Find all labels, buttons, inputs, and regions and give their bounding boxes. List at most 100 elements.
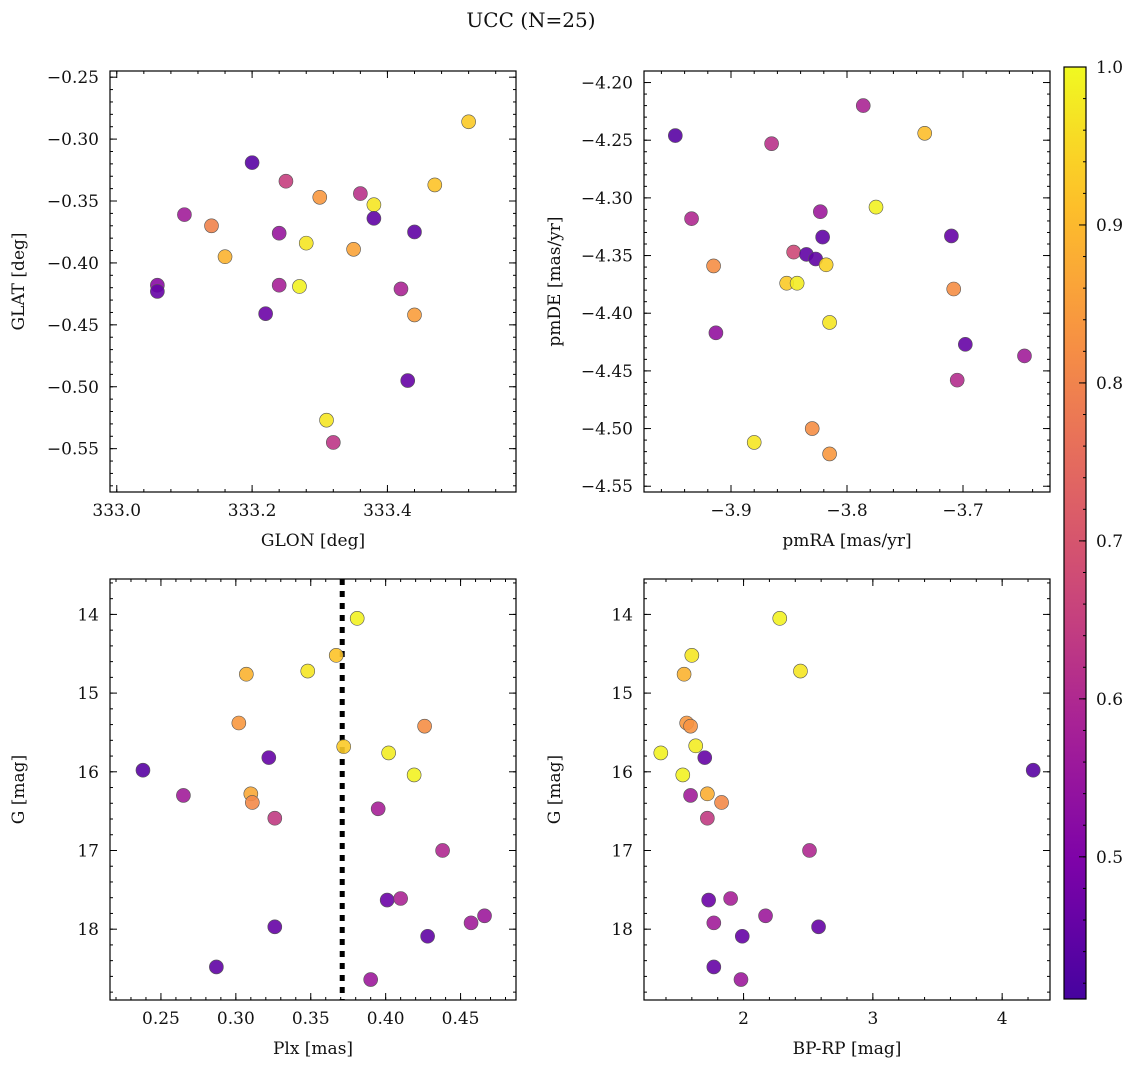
data-point xyxy=(420,928,435,944)
panel-glon-glat: 333.0 333.2 333.4 −0.25 −0.30 −0.35 −0.40 −0.45… xyxy=(9,68,517,551)
data-point xyxy=(746,435,762,450)
data-point xyxy=(366,211,382,226)
y-tick-label: −4.55 xyxy=(581,477,633,497)
data-point xyxy=(946,281,962,297)
y-tick-label: 16 xyxy=(77,763,99,783)
x-tick-label: 4 xyxy=(997,1009,1008,1029)
y-tick-label: −4.50 xyxy=(581,420,633,440)
colorbar-tick-label: 0.5 xyxy=(1096,848,1123,868)
data-point xyxy=(204,218,219,234)
data-point xyxy=(668,128,683,143)
data-point xyxy=(688,738,704,754)
y-tick-label: −4.40 xyxy=(581,304,633,324)
data-point xyxy=(675,767,691,783)
data-point xyxy=(1025,762,1041,778)
data-point xyxy=(209,959,224,975)
data-point xyxy=(734,928,750,944)
figure-title: UCC (N=25) xyxy=(466,8,595,32)
data-point xyxy=(417,718,432,734)
x-tick-label: 0.35 xyxy=(292,1009,330,1029)
data-point xyxy=(363,972,378,987)
data-point xyxy=(278,173,294,189)
data-point xyxy=(231,715,247,731)
data-point xyxy=(818,257,834,273)
x-tick-label: −3.9 xyxy=(710,501,751,521)
data-point xyxy=(789,275,805,291)
data-point xyxy=(319,412,334,428)
y-tick-label: 17 xyxy=(77,841,99,861)
y-tick-label: −0.55 xyxy=(47,440,99,460)
panel-plx-g: 0.25 0.30 0.35 0.40 0.45 14 15 16 17 18 Plx [mas] G… xyxy=(9,578,517,1059)
y-tick-label: −4.25 xyxy=(581,131,633,151)
data-point xyxy=(150,284,165,299)
y-tick-label: −4.35 xyxy=(581,247,633,267)
y-tick-label: 16 xyxy=(611,763,633,783)
x-tick-label: −3.7 xyxy=(942,501,983,521)
y-tick-label: −0.50 xyxy=(47,378,99,398)
colorbar-tick-label: 0.6 xyxy=(1096,690,1123,710)
data-point xyxy=(700,810,715,826)
data-point xyxy=(653,745,669,761)
x-tick-label: −3.8 xyxy=(826,501,867,521)
y-tick-label: 17 xyxy=(611,841,633,861)
data-point xyxy=(944,228,959,244)
data-point xyxy=(786,244,801,260)
axes-frame xyxy=(643,70,1051,493)
data-point xyxy=(267,810,283,826)
x-axis-label: BP-RP [mag] xyxy=(793,1039,902,1059)
x-tick-label: 2 xyxy=(738,1009,749,1029)
colorbar: 0.5 0.6 0.7 0.8 0.9 1.0 xyxy=(1063,58,1123,1000)
data-point xyxy=(684,648,700,663)
data-point xyxy=(683,718,698,734)
y-tick-label: 14 xyxy=(611,605,633,625)
data-point xyxy=(177,207,192,222)
y-tick-label: −4.45 xyxy=(581,362,633,382)
data-point xyxy=(427,177,443,193)
data-point xyxy=(328,648,344,663)
data-point xyxy=(258,306,273,321)
data-point xyxy=(706,959,722,975)
x-axis-label: Plx [mas] xyxy=(273,1039,353,1059)
data-point xyxy=(325,435,341,450)
data-point xyxy=(245,795,260,810)
x-tick-label: 0.45 xyxy=(442,1009,480,1029)
data-point xyxy=(949,372,965,388)
data-point xyxy=(868,199,884,215)
data-point xyxy=(764,136,779,151)
data-point xyxy=(683,788,698,803)
data-point xyxy=(1017,348,1032,364)
y-tick-label: 18 xyxy=(611,920,633,940)
y-axis-label: G [mag] xyxy=(9,755,29,824)
panel-bprp-g: 2 3 4 14 15 16 17 18 BP-RP [mag] G [mag] xyxy=(545,578,1051,1059)
x-tick-label: 0.40 xyxy=(367,1009,405,1029)
data-point xyxy=(379,892,395,908)
data-point xyxy=(793,663,808,679)
y-tick-label: −0.40 xyxy=(47,254,99,274)
y-tick-label: −0.35 xyxy=(47,192,99,212)
colorbar-frame xyxy=(1063,66,1087,1000)
data-point xyxy=(700,786,715,802)
data-point xyxy=(381,745,396,761)
y-tick-label: −0.25 xyxy=(47,68,99,88)
data-point xyxy=(406,767,422,783)
data-point xyxy=(217,249,233,265)
y-tick-label: −0.45 xyxy=(47,316,99,336)
data-point xyxy=(758,908,773,924)
x-tick-label: 0.30 xyxy=(217,1009,255,1029)
data-point xyxy=(958,337,973,352)
colorbar-tick-label: 1.0 xyxy=(1096,58,1123,78)
data-point xyxy=(701,892,716,908)
data-point xyxy=(804,421,820,436)
data-point xyxy=(135,762,151,778)
data-point xyxy=(714,795,729,810)
x-tick-label: 3 xyxy=(867,1009,878,1029)
axes-frame xyxy=(109,70,517,493)
data-point xyxy=(292,279,307,294)
y-tick-label: −0.30 xyxy=(47,130,99,150)
y-axis-label: GLAT [deg] xyxy=(9,232,29,330)
x-tick-label: 333.2 xyxy=(228,501,277,521)
data-point xyxy=(349,611,365,626)
y-tick-label: −4.20 xyxy=(581,74,633,94)
data-point xyxy=(271,225,287,241)
data-point xyxy=(312,190,328,205)
